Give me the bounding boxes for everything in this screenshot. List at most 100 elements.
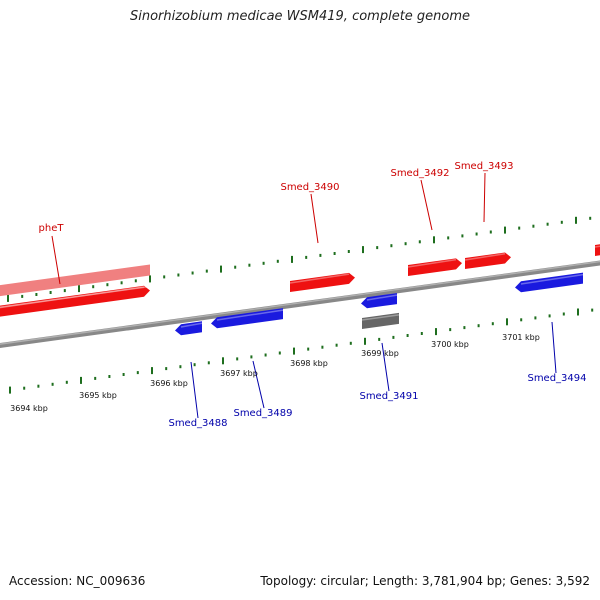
major-tick [435,328,437,336]
major-tick [220,265,222,273]
minor-tick [489,230,492,234]
topology-label: Topology: circular; Length: 3,781,904 bp… [260,574,590,588]
gene-label-phet: pheT [39,223,65,234]
feature-shine [594,245,600,248]
minor-tick [165,367,168,371]
minor-tick [404,242,407,246]
minor-tick [392,335,395,339]
leader-smed-3491 [381,342,390,392]
minor-tick [122,373,125,376]
minor-tick [319,253,322,257]
gene-label-smed-3491: Smed_3491 [359,391,418,402]
leader-smed-3492 [420,179,433,231]
minor-tick [163,275,166,279]
major-tick [577,308,579,316]
minor-tick [136,371,139,375]
minor-tick [205,269,208,273]
minor-tick [65,380,68,384]
minor-tick [262,261,265,265]
minor-tick [179,365,182,369]
feature-smed-3491 [361,293,397,309]
major-tick [9,386,11,394]
minor-tick [94,376,97,380]
major-tick [504,226,506,234]
minor-tick [390,244,393,248]
label-leaders [51,172,557,419]
feature-shine [216,309,284,321]
leader-phet [51,235,61,285]
backbone-line [0,260,600,349]
minor-tick [305,255,308,259]
minor-tick [589,216,592,220]
minor-tick [236,357,239,361]
major-tick [7,294,9,302]
minor-tick [321,345,324,349]
minor-tick [307,347,310,351]
scale-label-3695-kbp: 3695 kbp [79,391,117,400]
feature-shine [366,294,398,301]
feature-shine [289,273,350,284]
leader-smed-3493 [483,172,486,223]
feature-smed-3493 [465,252,511,269]
minor-tick [420,332,423,335]
minor-tick [92,285,95,289]
major-tick [149,275,151,283]
leader-smed-3489 [252,360,265,409]
leader-smed-3490 [310,193,319,244]
minor-tick [520,318,523,322]
feature-smed-3492 [408,258,462,276]
minor-tick [562,312,565,316]
minor-tick [447,236,450,240]
major-tick [291,255,293,263]
map-title: Sinorhizobium medicae WSM419, complete g… [129,9,471,24]
minor-tick [37,384,40,388]
leader-smed-3494 [551,321,557,374]
outer-tick-track [7,216,592,302]
minor-tick [63,289,66,293]
scale-labels: 3694 kbp 3695 kbp 3696 kbp 3697 kbp 3698 kbp… [10,333,540,413]
minor-tick [248,263,251,267]
minor-tick [475,232,478,236]
minor-tick [378,337,381,341]
minor-tick [349,341,352,345]
feature-shine [361,314,400,321]
gene-label-smed-3489: Smed_3489 [233,408,292,419]
scale-label-3694-kbp: 3694 kbp [10,404,48,413]
major-tick [433,236,435,244]
feature-shine [407,258,457,268]
minor-tick [264,353,267,357]
minor-tick [333,252,336,255]
minor-tick [250,355,253,359]
minor-tick [477,324,480,328]
scale-label-3697-kbp: 3697 kbp [220,369,258,378]
minor-tick [21,294,24,298]
scale-label-3696-kbp: 3696 kbp [150,379,188,388]
gene-label-smed-3492: Smed_3492 [390,168,449,179]
feature-phet [0,264,150,297]
minor-tick [463,326,466,330]
minor-tick [177,273,180,277]
major-tick [364,337,366,345]
backbone-highlight [0,260,600,345]
minor-tick [418,240,421,244]
minor-tick [106,283,109,287]
inner-tick-track [9,308,594,394]
minor-tick [51,382,54,386]
minor-tick [546,222,549,226]
major-tick [575,216,577,224]
minor-tick [532,224,535,228]
gene-label-smed-3490: Smed_3490 [280,182,339,193]
feature-smed-3490 [290,272,355,292]
major-tick [78,285,80,293]
scale-label-3701-kbp: 3701 kbp [502,333,540,342]
minor-tick [49,291,52,294]
minor-tick [560,220,563,224]
major-tick [506,318,508,326]
major-tick [362,246,364,254]
feature-smed-3488 [175,321,202,336]
minor-tick [406,334,409,337]
major-tick [80,376,82,384]
minor-tick [120,281,123,285]
feature-smed-3494 [515,272,583,293]
minor-tick [35,293,38,296]
